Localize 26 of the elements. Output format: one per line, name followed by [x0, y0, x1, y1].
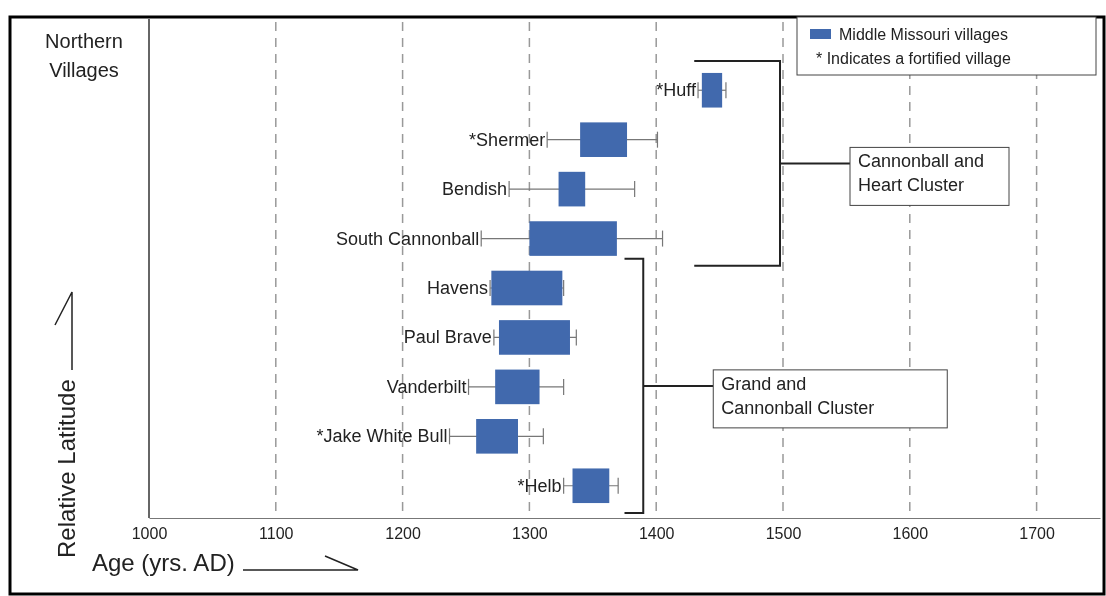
y-tick-label: Bendish — [442, 179, 508, 200]
x-tick-label: 1200 — [385, 525, 421, 543]
x-tick-label: 1300 — [512, 525, 548, 543]
legend-label: Middle Missouri villages — [839, 26, 1008, 43]
annotation: Grand and Cannonball Cluster — [721, 373, 875, 418]
callout-box: Grand and Cannonball Cluster — [712, 369, 948, 429]
y-tick-label: Vanderbilt — [386, 376, 467, 397]
annotation: * Indicates a fortified village — [816, 50, 1011, 67]
x-tick-label: 1400 — [638, 525, 675, 543]
y-tick-label: *Huff — [656, 80, 698, 101]
y-tick-label: *Shermer — [469, 129, 546, 150]
y-axis-title: Relative Latitude — [53, 379, 80, 558]
x-tick-label: 1500 — [765, 525, 802, 543]
x-tick-label: 1000 — [131, 525, 168, 543]
y-tick-label: *Helb — [517, 475, 562, 496]
text: Northern Villages — [45, 30, 123, 81]
x-axis-title: Age (yrs. AD) — [92, 549, 235, 576]
x-tick-label: 1100 — [259, 525, 294, 543]
x-tick-label: 1700 — [1019, 525, 1055, 543]
y-tick-label: Paul Brave — [403, 327, 492, 348]
callout-box: Cannonball and Heart Cluster — [849, 146, 1010, 206]
y-tick-label: South Cannonball — [336, 228, 480, 249]
x-tick-label: 1600 — [892, 525, 929, 543]
annotation: Cannonball and Heart Cluster — [858, 151, 985, 196]
y-tick-label: Havens — [427, 278, 489, 298]
y-tick-label: *Jake White Bull — [316, 426, 448, 447]
